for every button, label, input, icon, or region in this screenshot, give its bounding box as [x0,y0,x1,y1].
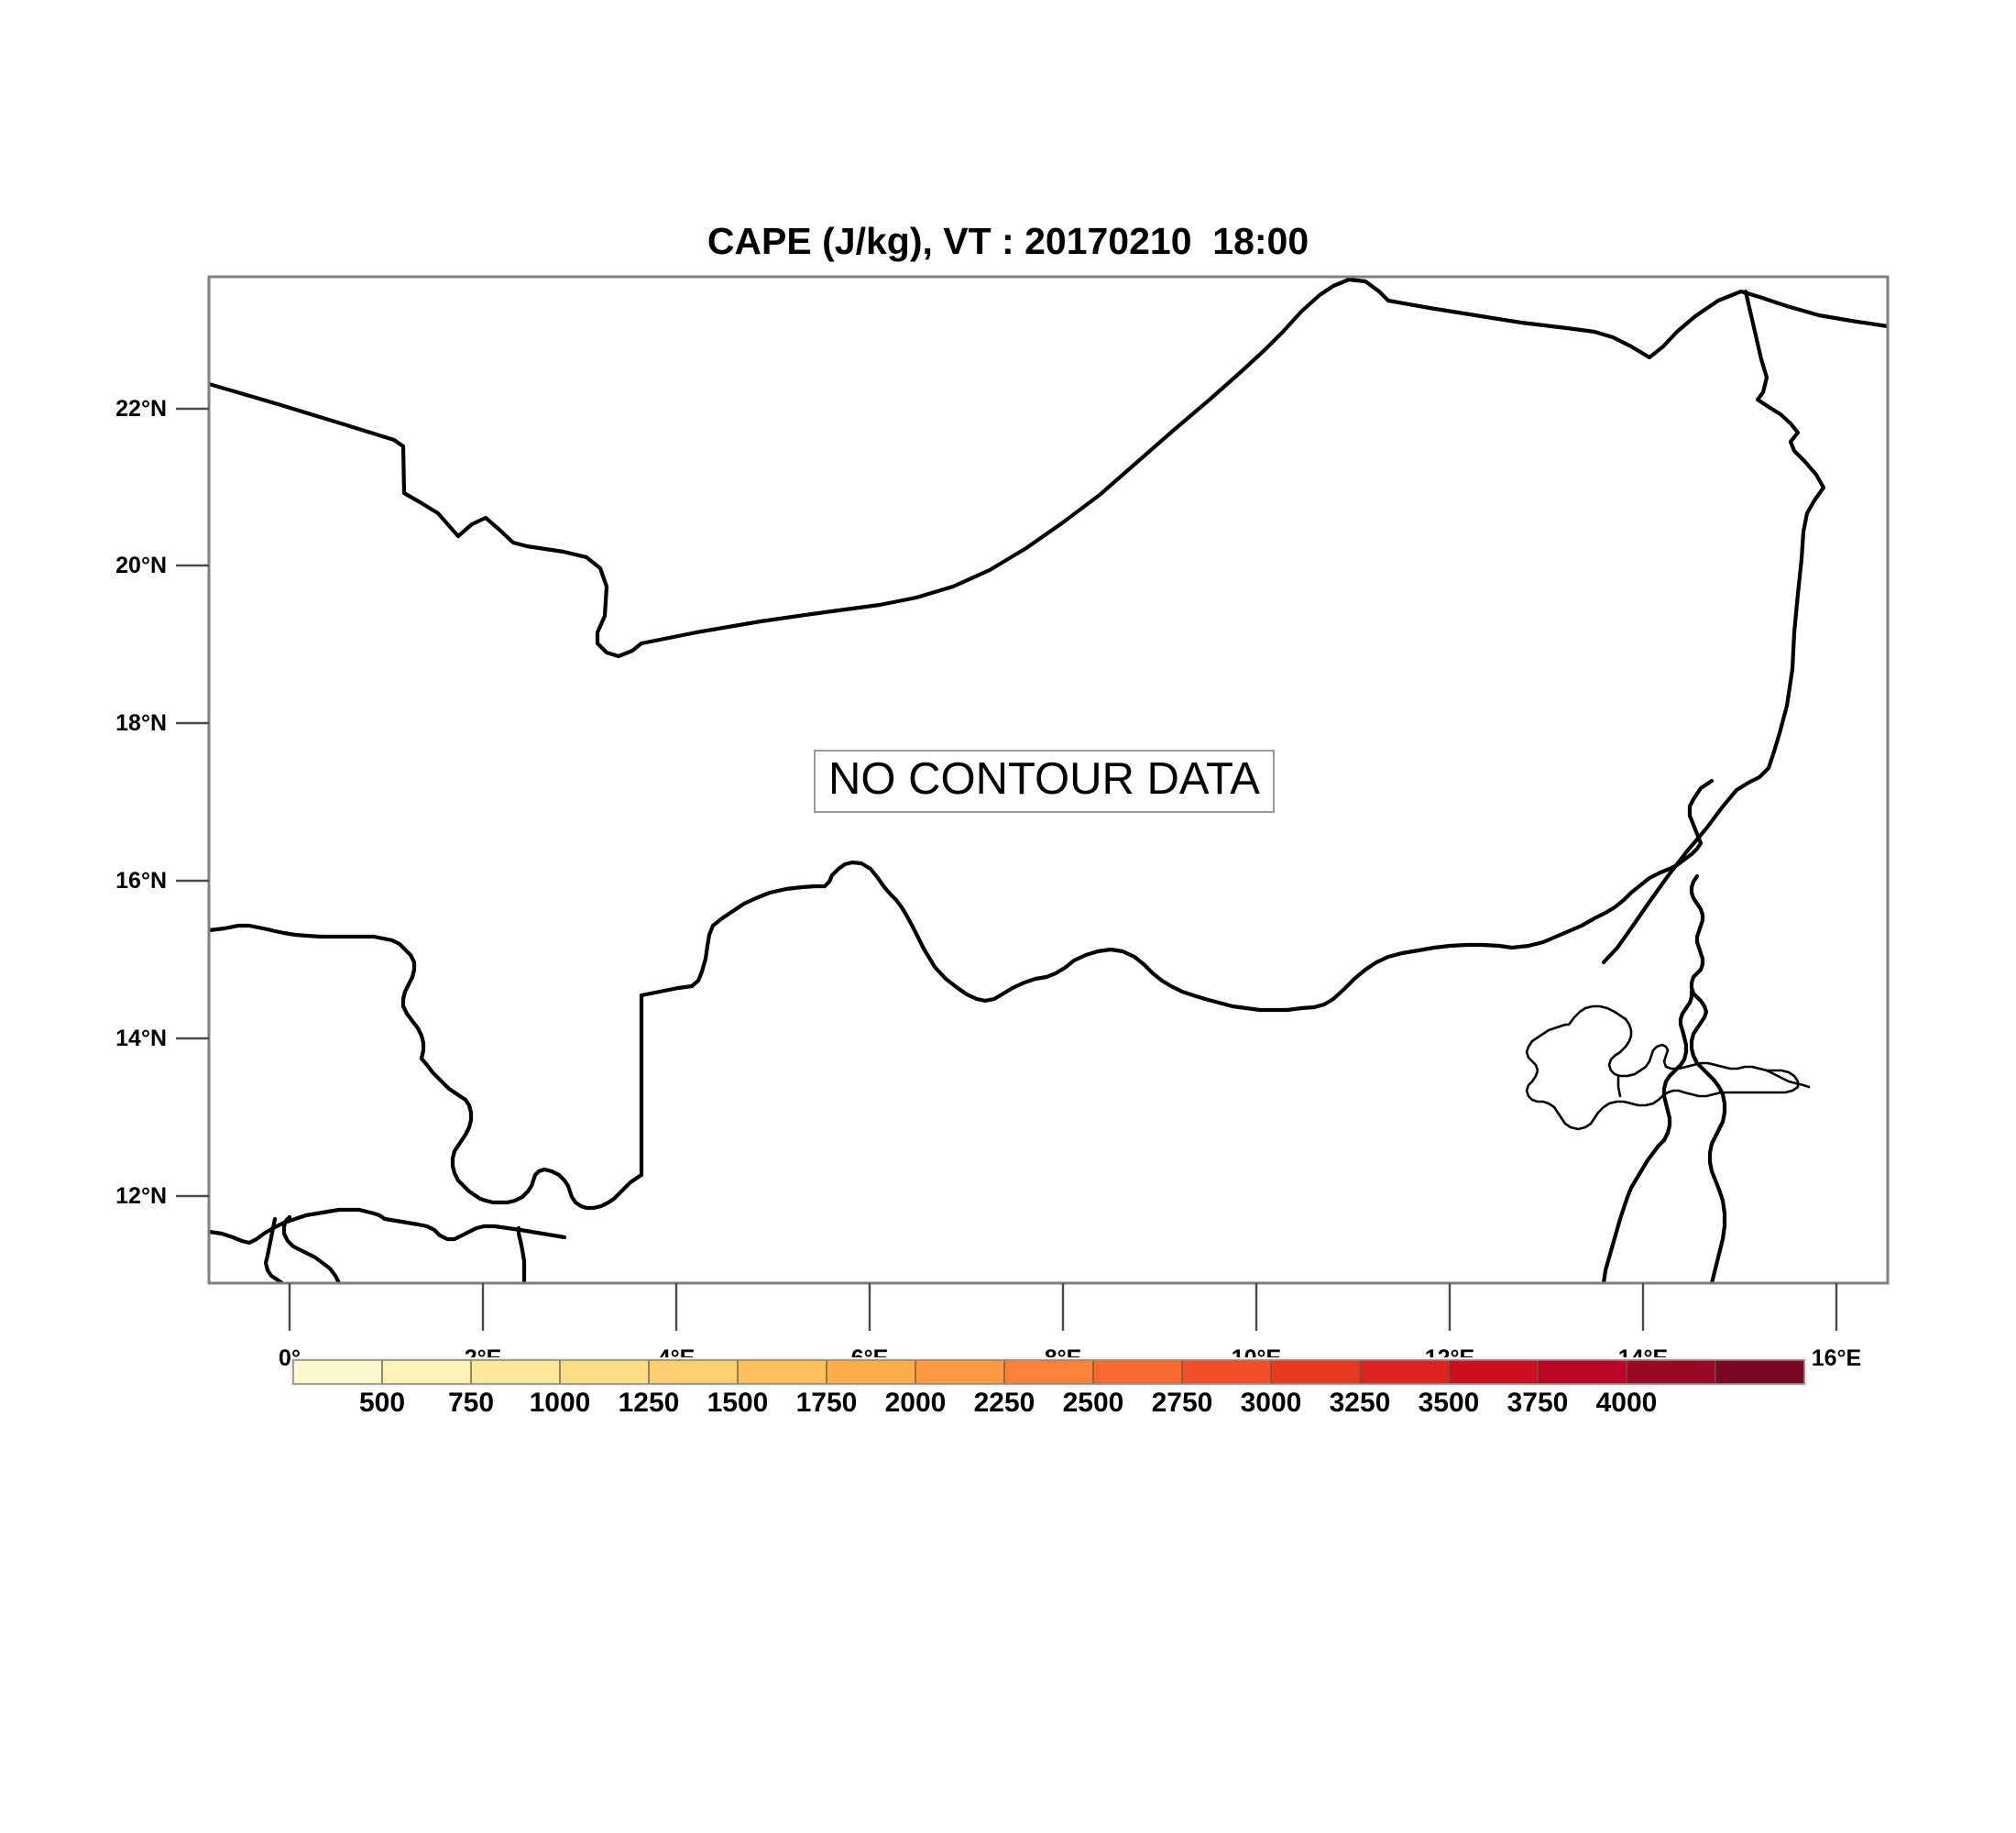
colorbar-tick-label: 2250 [974,1388,1035,1418]
colorbar-segment[interactable] [471,1360,561,1384]
colorbar-tick-label: 3500 [1419,1388,1480,1418]
colorbar-tick-label: 1250 [619,1388,680,1418]
y-axis: 22°N 20°N 18°N 16°N 14°N 12°N [115,396,209,1209]
colorbar-segment[interactable] [382,1360,472,1384]
colorbar-tick-label: 1000 [530,1388,591,1418]
colorbar-segment[interactable] [1715,1360,1805,1384]
colorbar-segment[interactable] [560,1360,650,1384]
colorbar-tick-label: 4000 [1596,1388,1658,1418]
colorbar-tick-label: 3250 [1330,1388,1391,1418]
colorbar-tick-label: 3000 [1241,1388,1302,1418]
lake-chad-outline [1525,1004,1811,1131]
y-tick-label-12N: 12°N [115,1183,167,1209]
plot-frame [207,275,1890,1285]
colorbar-segment[interactable] [827,1360,916,1384]
colorbar-segment[interactable] [1627,1360,1716,1384]
colorbar-tick-label: 500 [359,1388,405,1418]
y-tick-label-20N: 20°N [115,553,167,578]
colorbar-tick-label: 2000 [885,1388,947,1418]
colorbar-segment[interactable] [1093,1360,1183,1384]
country-borders [209,277,1888,1283]
colorbar-segment[interactable] [1182,1360,1272,1384]
colorbar-segment[interactable] [1360,1360,1450,1384]
colorbar-tick-label: 750 [448,1388,494,1418]
colorbar-tick-label: 1500 [707,1388,769,1418]
x-tick-label-16E: 16°E [1812,1345,1861,1371]
colorbar-segment[interactable] [915,1360,1005,1384]
colorbar-segment[interactable] [1538,1360,1627,1384]
page-title: CAPE (J/kg), VT : 20170210 18:00 [707,220,1309,262]
colorbar-tick-label: 3750 [1507,1388,1569,1418]
colorbar-tick-label: 2750 [1152,1388,1213,1418]
no-contour-data-banner: NO CONTOUR DATA [814,750,1275,813]
colorbar-border [292,1359,1805,1385]
y-tick-label-22N: 22°N [115,396,167,422]
colorbar-segment[interactable] [1004,1360,1094,1384]
colorbar-segment[interactable] [1449,1360,1539,1384]
colorbar-segment[interactable] [293,1360,383,1384]
y-tick-label-16N: 16°N [115,868,167,894]
colorbar-segment[interactable] [738,1360,827,1384]
colorbar-segment[interactable] [649,1360,739,1384]
y-tick-label-18N: 18°N [115,710,167,736]
colorbar-tick-label: 1750 [796,1388,858,1418]
colorbar-segment[interactable] [1271,1360,1361,1384]
colorbar[interactable]: 500 750 1000 1250 1500 1750 2000 2250 2500 2750 30… [290,1357,1807,1418]
y-tick-label-14N: 14°N [115,1026,167,1051]
colorbar-tick-label: 2500 [1063,1388,1124,1418]
